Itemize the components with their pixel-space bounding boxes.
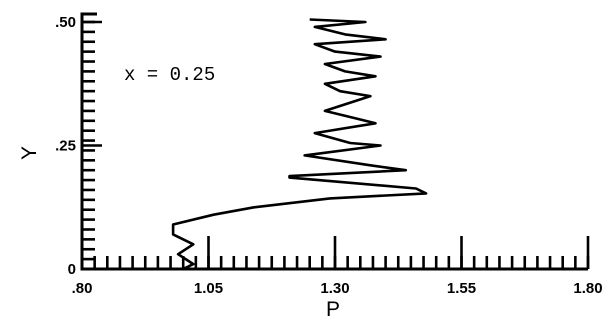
x-tick-label: 1.80 bbox=[573, 280, 602, 297]
axis-frame bbox=[80, 12, 588, 271]
minor-ticks bbox=[82, 20, 590, 269]
series-line bbox=[171, 18, 428, 271]
y-tick-label: .25 bbox=[55, 138, 76, 155]
x-tick-label: .80 bbox=[72, 280, 93, 297]
major-ticks bbox=[80, 20, 590, 271]
y-tick-label: .50 bbox=[55, 14, 76, 31]
annotation-label: x = 0.25 bbox=[124, 64, 215, 86]
x-tick-label: 1.30 bbox=[320, 280, 349, 297]
tick-labels: .80 1.05 1.30 1.55 1.80 0 .25 .50 bbox=[55, 14, 602, 297]
x-axis-label: P bbox=[326, 298, 340, 321]
x-tick-label: 1.05 bbox=[194, 280, 223, 297]
y-tick-label: 0 bbox=[68, 261, 76, 278]
y-axis-label: Y bbox=[18, 146, 41, 160]
x-tick-label: 1.55 bbox=[447, 280, 476, 297]
